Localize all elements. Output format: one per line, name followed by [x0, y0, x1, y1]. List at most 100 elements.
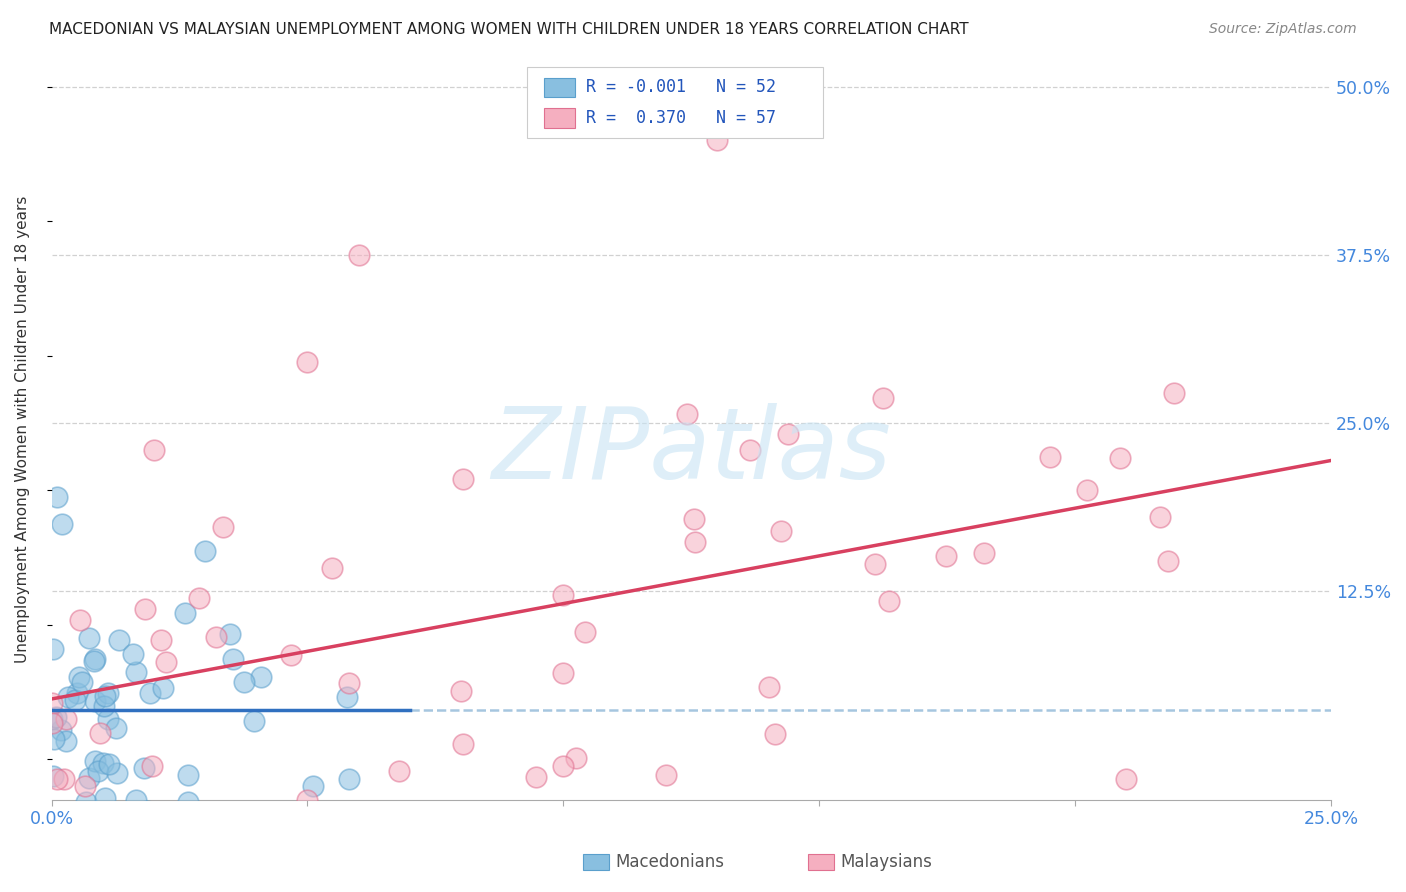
Point: [55, 734, 77, 748]
Point: [108, 633, 131, 648]
Point: [75, 780, 97, 794]
Text: R =  0.370   N = 57: R = 0.370 N = 57: [586, 109, 776, 127]
Point: [122, 648, 145, 662]
Point: [41, 712, 63, 726]
Point: [45, 709, 67, 723]
Point: [205, 630, 228, 644]
Text: Macedonians: Macedonians: [616, 853, 725, 871]
Point: [654, 768, 676, 782]
Point: [388, 764, 411, 778]
Point: [70, 674, 93, 689]
Point: [69, 613, 91, 627]
Text: Source: ZipAtlas.com: Source: ZipAtlas.com: [1209, 22, 1357, 37]
Point: [297, 355, 319, 369]
Point: [863, 557, 886, 571]
Point: [243, 714, 266, 728]
Point: [769, 524, 792, 538]
Point: [973, 546, 995, 560]
Point: [222, 651, 245, 665]
Point: [219, 627, 242, 641]
Point: [142, 442, 165, 457]
Point: [65, 693, 87, 707]
Point: [173, 607, 195, 621]
Point: [1115, 772, 1137, 787]
Point: [297, 792, 319, 806]
Point: [125, 793, 148, 807]
Point: [149, 632, 172, 647]
Point: [302, 779, 325, 793]
Point: [63, 805, 86, 820]
Point: [877, 593, 900, 607]
Point: [51, 516, 73, 531]
Point: [52, 772, 75, 786]
Point: [139, 686, 162, 700]
Y-axis label: Unemployment Among Women with Children Under 18 years: Unemployment Among Women with Children U…: [15, 196, 30, 664]
Text: MACEDONIAN VS MALAYSIAN UNEMPLOYMENT AMONG WOMEN WITH CHILDREN UNDER 18 YEARS CO: MACEDONIAN VS MALAYSIAN UNEMPLOYMENT AMO…: [49, 22, 969, 37]
Text: ZIPatlas: ZIPatlas: [491, 403, 891, 500]
Point: [41, 696, 63, 710]
Point: [453, 737, 475, 751]
Point: [46, 772, 69, 786]
Point: [321, 561, 343, 575]
Point: [194, 543, 217, 558]
Point: [1039, 450, 1062, 465]
Point: [67, 670, 90, 684]
Point: [84, 754, 107, 768]
Point: [83, 654, 105, 668]
Point: [451, 472, 474, 486]
Point: [763, 727, 786, 741]
Point: [347, 248, 370, 262]
Point: [77, 631, 100, 645]
Point: [706, 133, 728, 147]
Point: [45, 490, 67, 504]
Point: [93, 698, 115, 713]
Point: [676, 407, 699, 421]
Point: [94, 690, 117, 704]
Point: [565, 751, 588, 765]
Point: [41, 769, 63, 783]
Point: [107, 765, 129, 780]
Point: [155, 655, 177, 669]
Point: [152, 681, 174, 696]
Point: [75, 795, 97, 809]
Point: [89, 726, 111, 740]
Point: [232, 675, 254, 690]
Point: [42, 814, 65, 829]
Point: [132, 761, 155, 775]
Point: [738, 443, 761, 458]
Point: [1076, 483, 1098, 498]
Point: [872, 391, 894, 405]
Point: [337, 676, 360, 690]
Point: [134, 602, 156, 616]
Text: Malaysians: Malaysians: [841, 853, 932, 871]
Point: [337, 772, 360, 786]
Point: [177, 795, 200, 809]
Point: [77, 771, 100, 785]
Point: [87, 764, 110, 778]
Text: R = -0.001   N = 52: R = -0.001 N = 52: [586, 78, 776, 96]
Point: [1109, 450, 1132, 465]
Point: [56, 690, 79, 705]
Point: [935, 549, 957, 564]
Point: [84, 651, 107, 665]
Point: [104, 721, 127, 735]
Point: [1157, 554, 1180, 568]
Point: [195, 811, 218, 825]
Point: [1149, 509, 1171, 524]
Point: [91, 756, 114, 771]
Point: [97, 712, 120, 726]
Point: [574, 624, 596, 639]
Point: [94, 791, 117, 805]
Point: [48, 870, 70, 884]
Point: [55, 713, 77, 727]
Point: [177, 768, 200, 782]
Point: [98, 757, 121, 772]
Point: [250, 670, 273, 684]
Point: [141, 759, 163, 773]
Point: [97, 685, 120, 699]
Point: [1163, 386, 1185, 401]
Point: [41, 642, 63, 657]
Point: [280, 648, 302, 662]
Point: [136, 804, 159, 818]
Point: [524, 770, 547, 784]
